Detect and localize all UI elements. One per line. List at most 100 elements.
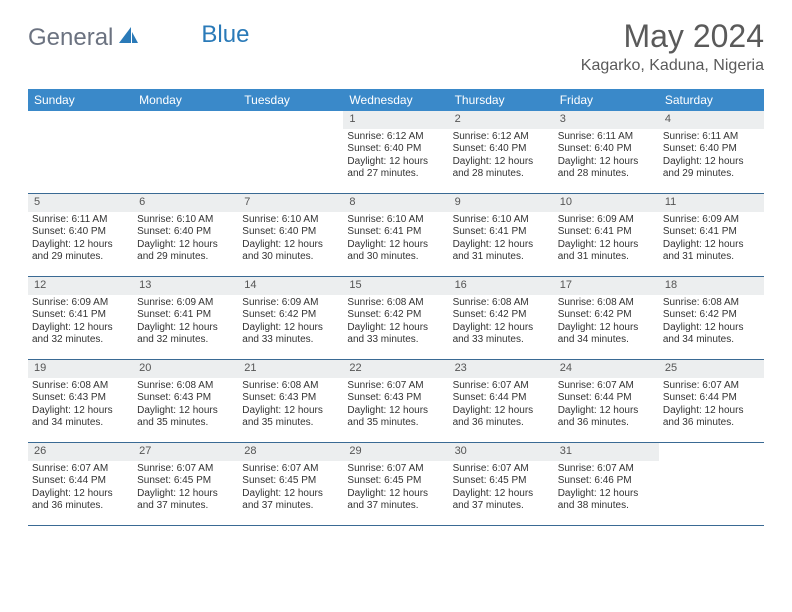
day-cell: .	[133, 111, 238, 193]
sunrise-text: Sunrise: 6:11 AM	[558, 131, 655, 144]
day-body: Sunrise: 6:07 AMSunset: 6:44 PMDaylight:…	[28, 461, 133, 517]
daylight-text: Daylight: 12 hours	[558, 405, 655, 418]
sunset-text: Sunset: 6:44 PM	[453, 392, 550, 405]
day-cell: 8Sunrise: 6:10 AMSunset: 6:41 PMDaylight…	[343, 194, 448, 276]
day-number: 20	[133, 360, 238, 378]
day-body: Sunrise: 6:07 AMSunset: 6:45 PMDaylight:…	[449, 461, 554, 517]
week-row: ...1Sunrise: 6:12 AMSunset: 6:40 PMDayli…	[28, 111, 764, 194]
daylight-text: Daylight: 12 hours	[347, 239, 444, 252]
sunset-text: Sunset: 6:42 PM	[347, 309, 444, 322]
logo-text-general: General	[28, 24, 113, 52]
sunset-text: Sunset: 6:40 PM	[558, 143, 655, 156]
sunset-text: Sunset: 6:44 PM	[32, 475, 129, 488]
daylight-text: and 28 minutes.	[453, 168, 550, 181]
day-cell: 29Sunrise: 6:07 AMSunset: 6:45 PMDayligh…	[343, 443, 448, 525]
sunset-text: Sunset: 6:45 PM	[137, 475, 234, 488]
day-number: 8	[343, 194, 448, 212]
day-number: 14	[238, 277, 343, 295]
sunset-text: Sunset: 6:41 PM	[32, 309, 129, 322]
sunset-text: Sunset: 6:46 PM	[558, 475, 655, 488]
day-number: 2	[449, 111, 554, 129]
daylight-text: Daylight: 12 hours	[347, 405, 444, 418]
daylight-text: Daylight: 12 hours	[347, 488, 444, 501]
day-cell: 20Sunrise: 6:08 AMSunset: 6:43 PMDayligh…	[133, 360, 238, 442]
daylight-text: and 34 minutes.	[663, 334, 760, 347]
week-row: 12Sunrise: 6:09 AMSunset: 6:41 PMDayligh…	[28, 277, 764, 360]
sunset-text: Sunset: 6:45 PM	[453, 475, 550, 488]
day-cell: 13Sunrise: 6:09 AMSunset: 6:41 PMDayligh…	[133, 277, 238, 359]
logo-text-blue: Blue	[201, 21, 249, 49]
daylight-text: Daylight: 12 hours	[453, 239, 550, 252]
day-number: 5	[28, 194, 133, 212]
sunrise-text: Sunrise: 6:08 AM	[242, 380, 339, 393]
logo: General Blue	[28, 18, 249, 52]
sunrise-text: Sunrise: 6:07 AM	[32, 463, 129, 476]
day-cell: 11Sunrise: 6:09 AMSunset: 6:41 PMDayligh…	[659, 194, 764, 276]
daylight-text: and 30 minutes.	[347, 251, 444, 264]
day-cell: 16Sunrise: 6:08 AMSunset: 6:42 PMDayligh…	[449, 277, 554, 359]
day-body: Sunrise: 6:08 AMSunset: 6:43 PMDaylight:…	[28, 378, 133, 434]
daylight-text: Daylight: 12 hours	[242, 488, 339, 501]
day-header: Friday	[554, 89, 659, 111]
day-cell: 25Sunrise: 6:07 AMSunset: 6:44 PMDayligh…	[659, 360, 764, 442]
sunrise-text: Sunrise: 6:07 AM	[453, 463, 550, 476]
sunrise-text: Sunrise: 6:08 AM	[663, 297, 760, 310]
day-number: 12	[28, 277, 133, 295]
day-body: Sunrise: 6:10 AMSunset: 6:41 PMDaylight:…	[449, 212, 554, 268]
daylight-text: and 29 minutes.	[663, 168, 760, 181]
day-cell: 27Sunrise: 6:07 AMSunset: 6:45 PMDayligh…	[133, 443, 238, 525]
day-body: Sunrise: 6:10 AMSunset: 6:41 PMDaylight:…	[343, 212, 448, 268]
day-cell: 18Sunrise: 6:08 AMSunset: 6:42 PMDayligh…	[659, 277, 764, 359]
daylight-text: and 29 minutes.	[32, 251, 129, 264]
day-cell: .	[659, 443, 764, 525]
day-number: 23	[449, 360, 554, 378]
daylight-text: Daylight: 12 hours	[558, 239, 655, 252]
sunrise-text: Sunrise: 6:11 AM	[663, 131, 760, 144]
daylight-text: Daylight: 12 hours	[663, 239, 760, 252]
day-cell: 15Sunrise: 6:08 AMSunset: 6:42 PMDayligh…	[343, 277, 448, 359]
day-number: 29	[343, 443, 448, 461]
sunrise-text: Sunrise: 6:07 AM	[663, 380, 760, 393]
daylight-text: and 38 minutes.	[558, 500, 655, 513]
daylight-text: Daylight: 12 hours	[663, 405, 760, 418]
day-cell: 24Sunrise: 6:07 AMSunset: 6:44 PMDayligh…	[554, 360, 659, 442]
daylight-text: Daylight: 12 hours	[242, 239, 339, 252]
daylight-text: and 31 minutes.	[663, 251, 760, 264]
daylight-text: and 35 minutes.	[137, 417, 234, 430]
day-cell: 23Sunrise: 6:07 AMSunset: 6:44 PMDayligh…	[449, 360, 554, 442]
sunrise-text: Sunrise: 6:08 AM	[558, 297, 655, 310]
sunset-text: Sunset: 6:43 PM	[137, 392, 234, 405]
sunset-text: Sunset: 6:41 PM	[347, 226, 444, 239]
day-cell: 6Sunrise: 6:10 AMSunset: 6:40 PMDaylight…	[133, 194, 238, 276]
day-body: Sunrise: 6:09 AMSunset: 6:41 PMDaylight:…	[28, 295, 133, 351]
day-number: 10	[554, 194, 659, 212]
day-number: 30	[449, 443, 554, 461]
day-body: Sunrise: 6:08 AMSunset: 6:42 PMDaylight:…	[554, 295, 659, 351]
daylight-text: and 34 minutes.	[32, 417, 129, 430]
day-number: 24	[554, 360, 659, 378]
daylight-text: and 36 minutes.	[558, 417, 655, 430]
day-cell: 30Sunrise: 6:07 AMSunset: 6:45 PMDayligh…	[449, 443, 554, 525]
day-body: Sunrise: 6:12 AMSunset: 6:40 PMDaylight:…	[343, 129, 448, 185]
day-header: Wednesday	[343, 89, 448, 111]
day-body: Sunrise: 6:08 AMSunset: 6:42 PMDaylight:…	[659, 295, 764, 351]
day-header: Thursday	[449, 89, 554, 111]
daylight-text: Daylight: 12 hours	[558, 322, 655, 335]
week-row: 26Sunrise: 6:07 AMSunset: 6:44 PMDayligh…	[28, 443, 764, 526]
weeks-container: ...1Sunrise: 6:12 AMSunset: 6:40 PMDayli…	[28, 111, 764, 526]
day-cell: 22Sunrise: 6:07 AMSunset: 6:43 PMDayligh…	[343, 360, 448, 442]
day-number: 27	[133, 443, 238, 461]
sunset-text: Sunset: 6:40 PM	[663, 143, 760, 156]
day-body: Sunrise: 6:07 AMSunset: 6:44 PMDaylight:…	[554, 378, 659, 434]
daylight-text: and 35 minutes.	[242, 417, 339, 430]
sunrise-text: Sunrise: 6:09 AM	[32, 297, 129, 310]
day-number: 3	[554, 111, 659, 129]
sunset-text: Sunset: 6:44 PM	[663, 392, 760, 405]
day-headers-row: SundayMondayTuesdayWednesdayThursdayFrid…	[28, 89, 764, 111]
daylight-text: Daylight: 12 hours	[663, 156, 760, 169]
daylight-text: and 37 minutes.	[347, 500, 444, 513]
location-text: Kagarko, Kaduna, Nigeria	[581, 57, 764, 75]
sunset-text: Sunset: 6:41 PM	[663, 226, 760, 239]
sunrise-text: Sunrise: 6:12 AM	[453, 131, 550, 144]
daylight-text: and 33 minutes.	[242, 334, 339, 347]
